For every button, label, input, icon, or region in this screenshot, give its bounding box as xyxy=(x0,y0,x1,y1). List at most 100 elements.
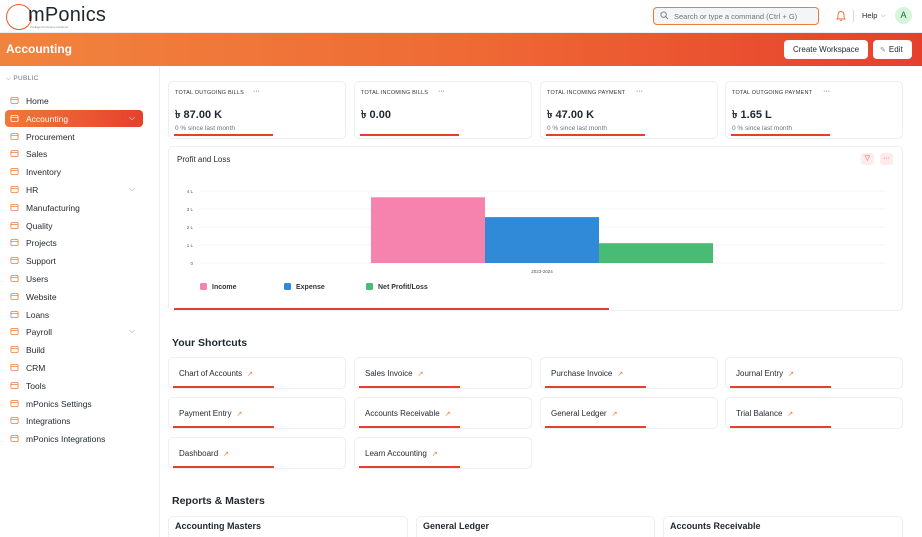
user-avatar[interactable]: A xyxy=(895,7,912,24)
stat-title: TOTAL INCOMING PAYMENT xyxy=(547,90,626,96)
sidebar-item-build[interactable]: Build xyxy=(5,341,143,358)
projects-icon xyxy=(10,239,19,247)
stat-value: ৳ 87.00 K xyxy=(175,109,223,121)
sidebar-item-label: Home xyxy=(26,96,49,106)
accounting-icon xyxy=(10,114,19,122)
sidebar-item-hr[interactable]: HR ⌵ xyxy=(5,181,143,198)
sidebar-item-label: HR xyxy=(26,185,39,195)
stat-card-incoming-bills[interactable]: TOTAL INCOMING BILLS ··· ৳ 0.00 xyxy=(354,81,532,139)
shortcut-label: Payment Entry xyxy=(179,409,232,418)
stat-card-outgoing-payment[interactable]: TOTAL OUTGOING PAYMENT ··· ৳ 1.65 L 0 % s… xyxy=(725,81,903,139)
stat-card-outgoing-bills[interactable]: TOTAL OUTGOING BILLS ··· ৳ 87.00 K 0 % si… xyxy=(168,81,346,139)
shortcut-payment-entry[interactable]: Payment Entry ↗ xyxy=(168,397,346,429)
shortcut-chart-of-accounts[interactable]: Chart of Accounts ↗ xyxy=(168,357,346,389)
shortcut-label: Accounts Receivable xyxy=(365,409,440,418)
report-card-title: Accounts Receivable xyxy=(670,521,761,531)
app-logo[interactable]: mPonics intelligent business solutions xyxy=(6,3,106,31)
payroll-icon xyxy=(10,328,19,336)
search-bar[interactable] xyxy=(653,7,819,25)
sidebar-item-integrations[interactable]: Integrations xyxy=(5,412,143,429)
sidebar-item-inventory[interactable]: Inventory xyxy=(5,163,143,180)
stat-value: ৳ 47.00 K xyxy=(547,109,595,121)
chevron-down-icon[interactable]: ⌵ xyxy=(129,326,136,336)
sidebar-section-label[interactable]: ⌵ PUBLIC xyxy=(6,75,39,82)
sidebar-item-mponics-integrations[interactable]: mPonics Integrations xyxy=(5,430,143,447)
shortcut-learn-accounting[interactable]: Learn Accounting ↗ xyxy=(354,437,532,469)
sidebar-item-label: mPonics Integrations xyxy=(26,434,106,445)
chart-title: Profit and Loss xyxy=(177,155,231,164)
sidebar-item-projects[interactable]: Projects xyxy=(5,234,143,251)
sidebar-item-home[interactable]: Home xyxy=(5,92,143,109)
help-menu[interactable]: Help xyxy=(862,11,878,20)
shortcut-label: Purchase Invoice xyxy=(551,369,613,378)
accent-bar xyxy=(359,386,460,388)
shortcut-dashboard[interactable]: Dashboard ↗ xyxy=(168,437,346,469)
x-tick-label: 2023-2024 xyxy=(531,269,553,274)
shortcut-purchase-invoice[interactable]: Purchase Invoice ↗ xyxy=(540,357,718,389)
stat-value: ৳ 1.65 L xyxy=(732,109,772,121)
sidebar-item-crm[interactable]: CRM xyxy=(5,359,143,376)
shortcuts-heading: Your Shortcuts xyxy=(172,337,248,349)
bar-income[interactable] xyxy=(371,197,485,263)
sidebar-item-users[interactable]: Users xyxy=(5,270,143,287)
sidebar-item-mponics-settings[interactable]: mPonics Settings xyxy=(5,395,143,412)
legend-label[interactable]: Expense xyxy=(296,284,325,291)
stat-title: TOTAL OUTGOING PAYMENT xyxy=(732,90,813,96)
sidebar-item-payroll[interactable]: Payroll ⌵ xyxy=(5,323,143,340)
sidebar-item-website[interactable]: Website xyxy=(5,288,143,305)
edit-button[interactable]: ✎ Edit xyxy=(873,40,912,59)
chevron-down-icon[interactable]: ⌵ xyxy=(129,112,136,122)
shortcut-general-ledger[interactable]: General Ledger ↗ xyxy=(540,397,718,429)
arrow-up-right-icon: ↗ xyxy=(611,411,618,418)
shortcut-accounts-receivable[interactable]: Accounts Receivable ↗ xyxy=(354,397,532,429)
accent-bar xyxy=(545,426,646,428)
sidebar-item-label: Integrations xyxy=(26,416,71,427)
stat-title: TOTAL INCOMING BILLS xyxy=(361,90,429,96)
settings-icon xyxy=(10,399,19,407)
more-icon[interactable]: ··· xyxy=(253,88,260,95)
more-icon[interactable]: ··· xyxy=(438,88,445,95)
shortcut-sales-invoice[interactable]: Sales Invoice ↗ xyxy=(354,357,532,389)
stat-change: 0 % since last month xyxy=(732,125,792,132)
chevron-down-icon: ⌵ xyxy=(6,75,14,82)
shortcut-trial-balance[interactable]: Trial Balance ↗ xyxy=(725,397,903,429)
sidebar-item-manufacturing[interactable]: Manufacturing xyxy=(5,199,143,216)
sidebar-item-procurement[interactable]: Procurement xyxy=(5,128,143,145)
arrow-up-right-icon: ↗ xyxy=(417,371,424,378)
sidebar-item-label: Loans xyxy=(26,309,50,320)
more-icon[interactable]: ··· xyxy=(880,153,893,165)
bar-net-profit-loss[interactable] xyxy=(599,243,713,263)
accent-bar xyxy=(545,386,646,388)
shortcut-journal-entry[interactable]: Journal Entry ↗ xyxy=(725,357,903,389)
sidebar-item-label: Website xyxy=(26,291,57,302)
sidebar-item-support[interactable]: Support xyxy=(5,252,143,269)
legend-label[interactable]: Net Profit/Loss xyxy=(378,284,428,291)
chevron-down-icon[interactable]: ⌵ xyxy=(129,184,136,193)
create-workspace-button[interactable]: Create Workspace xyxy=(784,40,868,59)
inventory-icon xyxy=(10,168,19,176)
more-icon[interactable]: ··· xyxy=(823,88,830,95)
sidebar-item-loans[interactable]: Loans xyxy=(5,306,143,323)
stat-card-incoming-payment[interactable]: TOTAL INCOMING PAYMENT ··· ৳ 47.00 K 0 % … xyxy=(540,81,718,139)
shortcut-label: Chart of Accounts xyxy=(179,369,243,378)
quality-icon xyxy=(10,221,19,229)
bar-expense[interactable] xyxy=(485,217,599,263)
y-tick-label: 0 xyxy=(190,261,193,266)
sidebar-item-label: Accounting xyxy=(26,113,69,124)
sidebar-item-quality[interactable]: Quality xyxy=(5,217,143,234)
stat-title: TOTAL OUTGOING BILLS xyxy=(175,90,244,96)
more-icon[interactable]: ··· xyxy=(636,88,643,95)
report-card-accounts-receivable: Accounts Receivable xyxy=(663,516,903,537)
legend-label[interactable]: Income xyxy=(212,284,237,291)
bell-icon[interactable] xyxy=(835,10,847,22)
sidebar-item-sales[interactable]: Sales xyxy=(5,145,143,162)
sidebar-item-accounting[interactable]: Accounting ⌵ xyxy=(5,109,143,127)
filter-icon[interactable]: ▽ xyxy=(861,153,874,165)
pencil-icon: ✎ xyxy=(880,47,886,54)
sidebar-item-label: Sales xyxy=(26,149,48,160)
shortcut-label: Trial Balance xyxy=(736,409,783,418)
search-input[interactable] xyxy=(674,10,814,22)
sidebar-item-tools[interactable]: Tools xyxy=(5,377,143,394)
accent-bar xyxy=(173,426,274,428)
support-icon xyxy=(10,257,19,265)
